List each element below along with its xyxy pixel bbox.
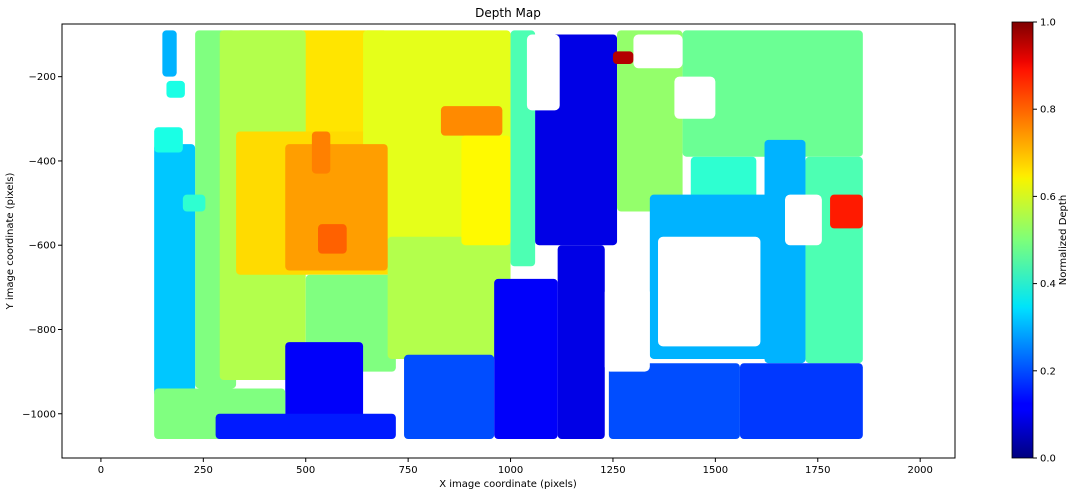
x-tick-label: 500 — [296, 465, 315, 476]
x-tick-label: 1500 — [703, 465, 728, 476]
depth-region-12 — [285, 144, 388, 271]
colorbar-tick-label: 0.2 — [1040, 366, 1056, 377]
depth-holes — [526, 34, 822, 372]
depth-region-20 — [494, 278, 558, 440]
y-axis-label: Y image coordinate (pixels) — [5, 173, 16, 311]
colorbar-tick-label: 0.6 — [1040, 192, 1056, 203]
chart-title: Depth Map — [475, 6, 541, 20]
depth-region-30 — [608, 363, 740, 440]
depth-hole-2 — [785, 194, 822, 246]
x-tick-label: 1000 — [498, 465, 523, 476]
colorbar-tick-label: 0.0 — [1040, 454, 1056, 465]
y-tick-label: −600 — [29, 241, 56, 252]
depth-region-16 — [461, 135, 511, 246]
x-tick-label: 0 — [98, 465, 104, 476]
depth-region-31 — [404, 354, 495, 440]
depth-region-27 — [805, 156, 863, 364]
depth-region-29 — [739, 363, 863, 440]
depth-region-34 — [215, 413, 396, 440]
depth-region-15 — [440, 106, 503, 136]
depth-region-6 — [182, 194, 206, 212]
depth-hole-4 — [604, 287, 650, 372]
x-tick-label: 750 — [399, 465, 418, 476]
depth-region-2 — [154, 144, 196, 397]
y-tick-label: −1000 — [22, 409, 56, 420]
depth-hole-1 — [674, 76, 716, 119]
depth-region-14 — [318, 224, 347, 254]
colorbar-tick-label: 1.0 — [1040, 18, 1056, 29]
colorbar-tick-label: 0.8 — [1040, 105, 1056, 116]
depth-regions — [154, 30, 863, 440]
depth-hole-5 — [526, 34, 560, 111]
x-tick-label: 1250 — [600, 465, 625, 476]
depth-hole-3 — [658, 236, 761, 347]
depth-region-4 — [166, 80, 185, 98]
colorbar-label: Normalized Depth — [1058, 195, 1069, 285]
y-axis-ticks: −200 −400 −600 −800 −1000 — [22, 72, 62, 420]
depth-region-5 — [154, 127, 183, 153]
plot-area — [154, 30, 863, 440]
x-tick-label: 250 — [194, 465, 213, 476]
x-tick-label: 1750 — [805, 465, 830, 476]
depth-region-28 — [830, 194, 863, 229]
colorbar-ticks: 0.0 0.2 0.4 0.6 0.8 1.0 — [1033, 18, 1056, 465]
x-axis-label: X image coordinate (pixels) — [439, 479, 577, 490]
x-axis-ticks: 0 250 500 750 1000 1250 1500 1750 2000 — [98, 458, 933, 476]
depth-region-26 — [764, 139, 806, 364]
depth-region-22 — [612, 51, 634, 65]
y-tick-label: −800 — [29, 325, 56, 336]
depth-region-21 — [617, 30, 683, 212]
depth-region-11 — [387, 236, 511, 359]
plot-frame — [61, 23, 956, 459]
depth-region-13 — [311, 131, 331, 174]
depth-region-23 — [682, 30, 863, 157]
depth-hole-0 — [633, 34, 683, 69]
y-tick-label: −200 — [29, 72, 56, 83]
colorbar — [1011, 21, 1034, 459]
colorbar-tick-label: 0.4 — [1040, 279, 1056, 290]
y-tick-label: −400 — [29, 156, 56, 167]
depth-region-3 — [162, 30, 177, 77]
x-tick-label: 2000 — [907, 465, 932, 476]
depth-region-19 — [557, 245, 605, 440]
